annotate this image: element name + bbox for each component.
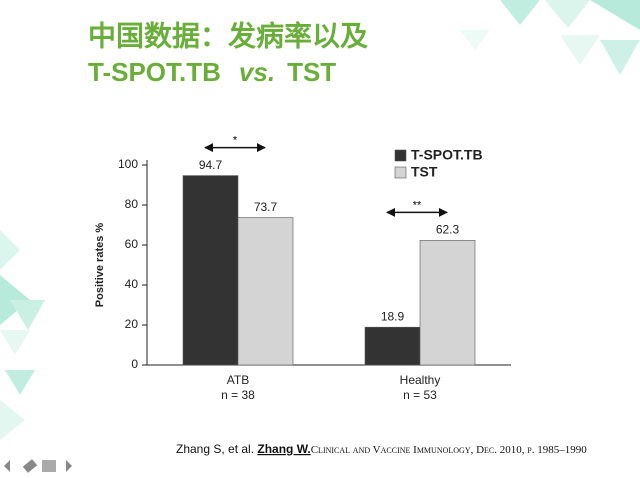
value-label: 62.3 xyxy=(436,223,460,237)
legend-label: TST xyxy=(411,164,438,180)
value-label: 18.9 xyxy=(381,309,405,323)
bar xyxy=(182,175,239,366)
citation-part: Zhang W. xyxy=(257,442,310,456)
y-tick-label: 60 xyxy=(125,237,139,251)
value-label: 73.7 xyxy=(254,200,278,214)
y-tick-label: 80 xyxy=(125,197,139,211)
y-tick-label: 40 xyxy=(125,277,139,291)
legend-swatch xyxy=(394,166,407,179)
nav-prev[interactable] xyxy=(4,460,10,472)
nav-pen[interactable] xyxy=(22,459,38,473)
nav-next[interactable] xyxy=(66,460,72,472)
decoration xyxy=(0,0,640,440)
nav-icons[interactable] xyxy=(4,459,72,473)
citation-part: Clinical and Vaccine Immunology, Dec. 20… xyxy=(311,444,587,456)
bar xyxy=(364,326,421,366)
slide-title-2: T-SPOT.TB vs. TST xyxy=(88,57,336,87)
value-label: 94.7 xyxy=(199,158,223,172)
y-tick-label: 100 xyxy=(118,157,138,171)
title-part: vs. xyxy=(239,57,275,87)
significance-label: * xyxy=(233,135,238,147)
significance-label: ** xyxy=(413,199,422,211)
slide-title: 中国数据：发病率以及 xyxy=(88,19,368,51)
title-part: TST xyxy=(287,57,336,87)
y-tick-label: 20 xyxy=(125,317,139,331)
citation: Zhang S, et al. Zhang W.Clinical and Vac… xyxy=(176,442,587,456)
legend-swatch xyxy=(394,149,407,162)
y-tick-label: 0 xyxy=(131,357,138,371)
bar xyxy=(419,240,476,366)
bar xyxy=(237,217,294,366)
x-tick-note: n = 53 xyxy=(403,388,437,402)
nav-menu[interactable] xyxy=(42,460,56,472)
citation-part: Zhang S, et al. xyxy=(176,442,257,456)
x-tick-label: Healthy xyxy=(400,373,441,387)
y-axis-label: Positive rates % xyxy=(94,223,106,308)
title-part: T-SPOT.TB xyxy=(88,57,221,87)
x-tick-label: ATB xyxy=(227,373,249,387)
legend-label: T-SPOT.TB xyxy=(411,147,483,163)
x-tick-note: n = 38 xyxy=(221,388,255,402)
